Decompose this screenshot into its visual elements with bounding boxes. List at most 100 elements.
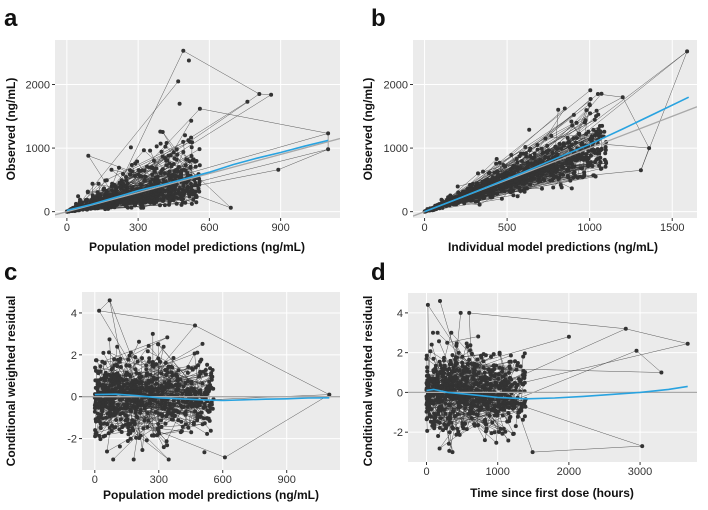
data-point [127,195,132,199]
data-point [151,166,156,171]
data-point [433,415,438,420]
data-point [433,363,438,368]
data-point [539,146,544,151]
data-point [499,173,504,178]
data-point [98,426,103,431]
y-tick-label: 2 [397,348,403,360]
data-point [460,424,465,429]
data-point [133,389,138,394]
data-point [579,166,584,171]
data-point [169,164,174,169]
data-point [132,422,137,427]
identity-line [55,137,340,216]
data-point [494,381,499,386]
data-point [570,123,575,128]
data-point [468,196,473,201]
data-point [144,373,149,378]
data-point [192,183,197,188]
data-point [111,457,116,462]
data-point [508,375,513,380]
data-point [183,133,187,138]
data-point [494,157,499,161]
data-point [533,159,538,164]
data-point [466,386,471,391]
data-point [488,385,493,390]
data-point [85,189,90,194]
data-point [482,419,487,424]
data-point [326,131,331,136]
data-point [566,334,571,339]
data-point [577,132,582,137]
data-point [557,141,562,146]
data-point [93,401,98,406]
data-point [582,174,586,179]
data-point [206,416,211,421]
data-point [522,414,527,419]
data-point [146,418,151,423]
data-point [481,190,486,195]
data-point [200,381,205,386]
data-point [200,422,205,427]
data-point [437,446,442,451]
data-point [634,348,639,353]
data-point [535,143,540,147]
data-point [182,404,186,409]
data-point [540,150,545,155]
data-point [179,419,184,424]
data-point [187,159,192,164]
data-point [118,365,123,369]
data-point [148,148,153,153]
x-tick-label: 600 [214,474,232,486]
data-point [620,95,625,100]
data-point [464,427,469,432]
data-point [188,185,193,190]
data-point [121,200,126,205]
data-point [453,357,458,362]
data-point [496,376,501,381]
data-point [185,171,190,176]
data-point [506,438,511,443]
data-point [190,140,195,145]
data-point [500,366,505,371]
data-point [228,205,233,210]
smooth-trend-line [426,385,688,400]
data-point [511,431,516,436]
data-point [460,354,465,359]
data-point [568,178,573,183]
data-point [469,183,474,188]
data-point [171,398,176,403]
data-point [193,401,197,406]
data-point [515,160,520,165]
data-point [156,426,161,430]
data-point [104,375,109,380]
data-point [440,393,444,397]
data-point [513,388,518,393]
y-tick-label: 0 [44,207,50,219]
data-point [599,146,604,151]
data-point [540,186,544,191]
data-point [116,402,120,407]
data-point [430,420,435,424]
data-point [598,160,603,165]
data-point [199,357,204,362]
data-point [131,404,136,409]
data-point [167,202,171,207]
data-point [175,152,180,157]
data-point [442,371,447,376]
data-point [103,433,108,438]
data-point [443,411,448,416]
data-point [500,431,505,436]
data-point [535,147,540,152]
data-point [466,411,471,416]
data-point [593,174,598,179]
data-point [174,168,179,173]
data-point [174,157,179,162]
data-point [505,405,510,410]
data-point [424,402,429,407]
data-point [128,350,133,355]
data-point [494,363,498,368]
data-point [503,164,507,169]
data-point [516,401,521,406]
data-point [120,411,125,416]
data-point [454,200,459,205]
